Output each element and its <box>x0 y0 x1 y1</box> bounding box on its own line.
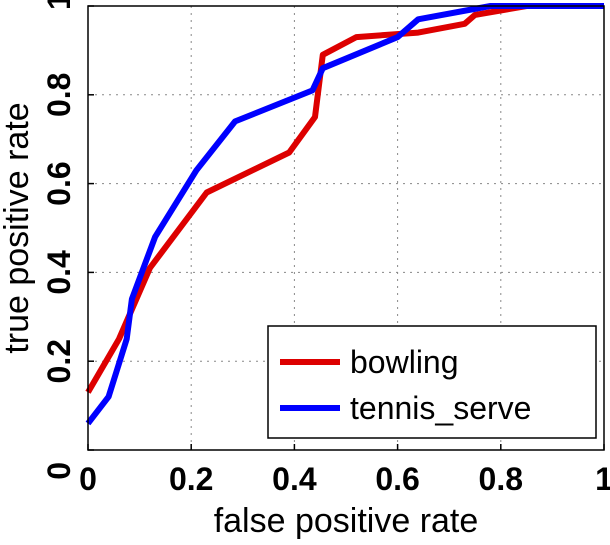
plot-frame <box>87 5 605 451</box>
y-tick-label: 0 <box>41 462 77 480</box>
x-tick-label: 0 <box>79 461 97 497</box>
y-tick-label: 0.4 <box>41 250 77 295</box>
series-lines <box>85 3 604 426</box>
x-tick-label: 0.4 <box>272 461 317 497</box>
x-tick-label: 0.6 <box>375 461 419 497</box>
x-tick-label: 0.2 <box>169 461 213 497</box>
x-tick-labels: 0 0.2 0.4 0.6 0.8 1 <box>79 444 610 497</box>
y-axis-label: true positive rate <box>0 102 36 353</box>
y-tick-labels: 0 0.2 0.4 0.6 0.8 1 <box>41 0 94 480</box>
x-tick-label: 1 <box>595 461 610 497</box>
y-tick-label: 0.8 <box>41 73 77 117</box>
y-tick-label: 0.2 <box>41 339 77 383</box>
x-axis-label: false positive rate <box>214 502 479 540</box>
legend-label-bowling: bowling <box>350 344 459 380</box>
series-line-tennis-serve <box>85 3 604 426</box>
y-tick-label: 1 <box>41 0 77 10</box>
legend-label-tennis-serve: tennis_serve <box>350 390 531 426</box>
grid <box>88 6 604 450</box>
legend-box <box>267 325 597 439</box>
series-line-bowling <box>85 3 604 394</box>
x-tick-label: 0.8 <box>479 461 523 497</box>
y-tick-label: 0.6 <box>41 161 77 205</box>
legend: bowling tennis_serve <box>267 325 597 439</box>
